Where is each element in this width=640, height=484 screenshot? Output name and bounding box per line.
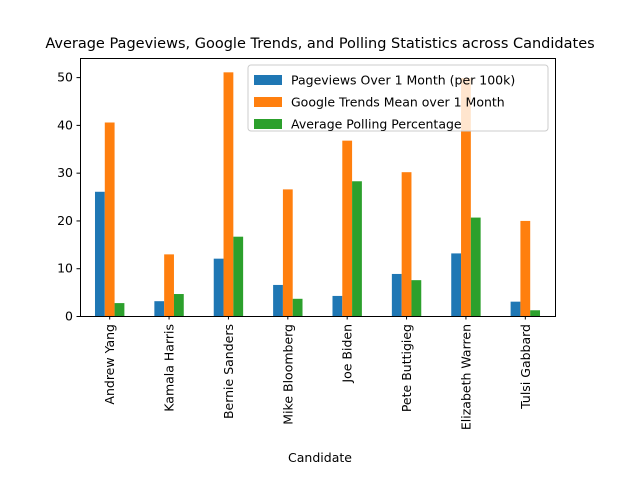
legend: Pageviews Over 1 Month (per 100k) Google … [247,64,549,132]
bar-series3-mike-bloomberg [292,298,303,316]
plot-frame [80,58,556,317]
y-axis: 0 10 20 30 40 50 [57,70,80,324]
bar-series2-pete-buttigieg [401,172,412,316]
bar-series3-bernie-sanders [233,236,244,316]
bar-series3-tulsi-gabbard [530,310,541,316]
bar-series3-joe-biden [352,181,362,316]
bar-series2-elizabeth-warren [461,78,471,316]
bar-series1-mike-bloomberg [273,284,283,316]
bar-series2-joe-biden [342,140,353,316]
bars-group [94,72,541,316]
legend-label: Average Polling Percentage [291,117,462,132]
bar-series1-bernie-sanders [213,258,224,316]
y-tick-label: 0 [65,309,73,324]
bar-series2-andrew-yang [104,122,115,316]
y-tick-label: 50 [57,70,73,85]
x-tick-label: Bernie Sanders [221,324,236,419]
bar-series1-kamala-harris [154,301,165,316]
bar-series2-kamala-harris [164,254,174,316]
bar-series1-elizabeth-warren [451,253,462,316]
x-tick-label: Pete Buttigieg [399,324,414,412]
bar-series2-bernie-sanders [223,72,234,316]
bar-series3-pete-buttigieg [411,280,422,316]
legend-swatch [254,119,282,129]
x-axis-label: Candidate [288,450,352,465]
bar-series3-kamala-harris [173,294,184,316]
chart-title: Average Pageviews, Google Trends, and Po… [45,36,594,52]
bar-series3-elizabeth-warren [470,217,481,316]
legend-swatch [254,75,282,85]
y-tick-label: 20 [57,213,73,228]
x-tick-label: Kamala Harris [162,324,177,412]
x-tick-label: Joe Biden [340,324,355,384]
x-tick-label: Tulsi Gabbard [518,324,533,410]
bar-series2-tulsi-gabbard [520,220,531,316]
x-tick-label: Andrew Yang [102,324,117,405]
bar-series1-pete-buttigieg [391,273,402,316]
x-tick-label: Elizabeth Warren [458,324,473,430]
legend-box [247,64,549,132]
y-tick-label: 30 [57,165,73,180]
bar-series1-joe-biden [332,295,343,316]
legend-label: Pageviews Over 1 Month (per 100k) [291,73,515,88]
bar-series2-mike-bloomberg [282,189,293,316]
y-tick-label: 10 [57,261,73,276]
bar-series3-andrew-yang [114,303,125,316]
y-tick-label: 40 [57,117,73,132]
x-tick-label: Mike Bloomberg [280,324,295,425]
legend-label: Google Trends Mean over 1 Month [291,95,505,110]
x-axis: Andrew Yang Kamala Harris Bernie Sanders Mi… [102,316,533,430]
bar-series1-andrew-yang [94,191,105,316]
bar-series1-tulsi-gabbard [510,301,521,316]
legend-swatch [254,97,282,107]
